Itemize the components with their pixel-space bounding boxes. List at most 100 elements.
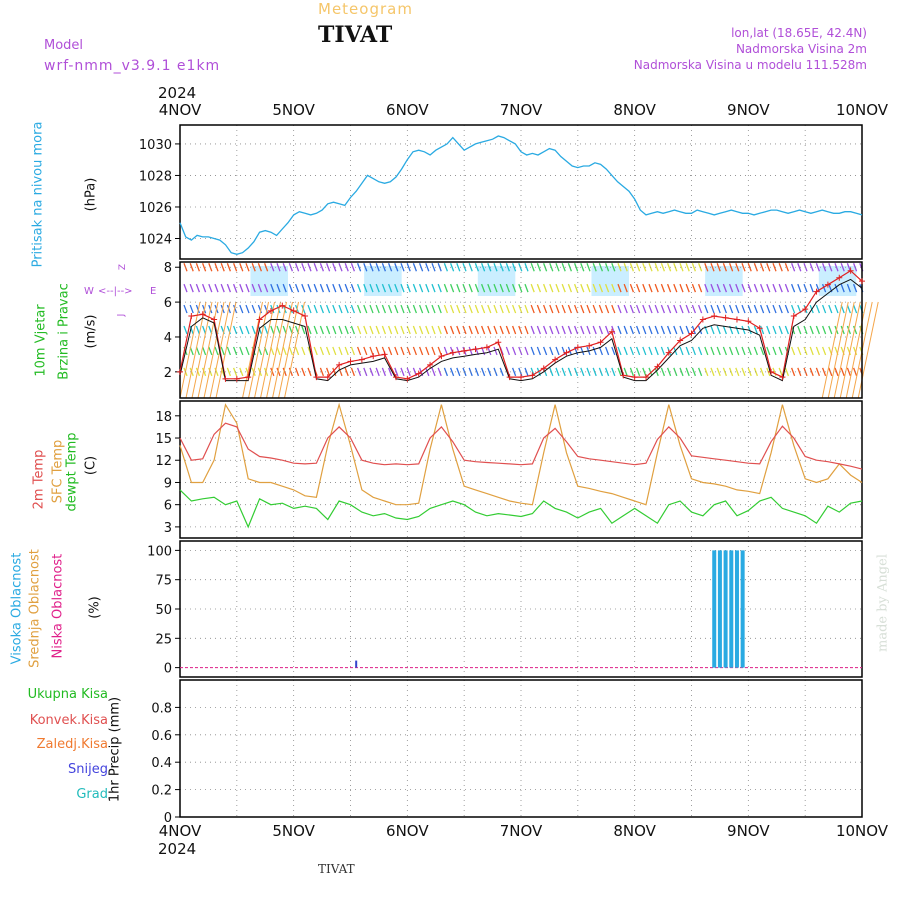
wind-barb: [480, 367, 486, 377]
wind-barb: [586, 304, 591, 314]
wind-barb: [635, 304, 641, 314]
wind-barb: [852, 304, 858, 314]
wind-barb: [561, 283, 566, 293]
wind-barb: [815, 325, 821, 335]
wind-barb: [344, 283, 349, 293]
wind-barb: [437, 304, 442, 314]
wind-barb: [536, 304, 542, 314]
wind-barb: [443, 325, 449, 335]
wind-barb: [412, 304, 418, 314]
wind-barb: [189, 304, 194, 314]
wind-barb: [666, 367, 672, 377]
gust-marker: [677, 337, 684, 344]
wind-barb: [604, 367, 610, 377]
wind-barb: [313, 283, 318, 293]
wind-barb: [567, 263, 573, 272]
wind-barb: [573, 304, 579, 314]
wind-barb: [325, 283, 331, 293]
wind-band-1: [364, 266, 402, 296]
wind-barb: [245, 283, 250, 293]
meteogram-title: Meteogram: [318, 0, 413, 18]
wind-barb: [474, 304, 480, 314]
wind-barb: [852, 325, 858, 335]
wind-barb: [437, 283, 442, 293]
wind-barb: [456, 325, 461, 335]
gust-marker: [824, 281, 831, 288]
gust-marker: [540, 365, 547, 372]
wind-barb: [214, 263, 219, 272]
wind-barb: [598, 346, 604, 356]
wind-barb: [425, 346, 430, 356]
wind-barb: [344, 346, 349, 356]
wind-barb: [549, 263, 554, 272]
wind-barb: [815, 346, 821, 356]
compass-west: W: [84, 286, 94, 297]
wind-barb: [741, 304, 746, 314]
wind-barb: [400, 304, 405, 314]
gust-marker: [768, 368, 775, 375]
wind-barb: [518, 304, 523, 314]
wind-barb: [815, 304, 821, 314]
wind-barb: [772, 283, 777, 293]
wind-barb: [784, 304, 790, 314]
gust-marker: [290, 307, 297, 314]
wind-barb: [387, 346, 393, 356]
wind-barb: [790, 367, 796, 377]
high-cloud-bar: [740, 550, 745, 668]
wind-barb: [704, 346, 709, 356]
wind-barb: [189, 283, 194, 293]
gust-marker: [574, 344, 581, 351]
wind-barb: [809, 325, 814, 335]
wind-barb: [673, 283, 678, 293]
wind-barb: [772, 325, 777, 335]
wind-barb: [251, 304, 256, 314]
wind-barb: [239, 346, 244, 356]
gust-marker: [495, 339, 502, 346]
wind-barb: [747, 346, 752, 356]
wind-barb: [431, 325, 436, 335]
wind-barb: [710, 367, 715, 377]
wind-barb: [598, 283, 604, 293]
wind-barb: [555, 346, 560, 356]
wind-barb: [263, 325, 269, 335]
wind-barb: [766, 283, 771, 293]
model-label: Model: [44, 38, 84, 53]
wind-barb: [232, 346, 238, 356]
wind-barb: [332, 346, 337, 356]
wind-barb: [431, 304, 436, 314]
x-tick-label-top: 10NOV: [836, 101, 889, 119]
gust-marker: [483, 344, 490, 351]
gust-marker: [222, 375, 229, 382]
gust-marker: [654, 363, 661, 370]
wind-barb: [530, 304, 535, 314]
wind-barb: [387, 304, 393, 314]
wind-barb: [561, 367, 566, 377]
wind-barb: [456, 346, 461, 356]
wind-barb: [586, 283, 591, 293]
wind-barb: [220, 283, 225, 293]
wind-barb: [555, 304, 560, 314]
wind-barb: [766, 304, 771, 314]
y-tick-label: 0.8: [151, 701, 172, 716]
gust-marker: [631, 374, 638, 381]
wind-barb: [549, 346, 554, 356]
wind-barb: [759, 263, 765, 272]
wind-barb: [356, 283, 362, 293]
wind-barb: [381, 367, 387, 377]
wind-barb: [697, 346, 703, 356]
wind-barb: [319, 304, 325, 314]
wind-barb: [431, 367, 436, 377]
wind-barb: [468, 283, 473, 293]
wind-barb: [617, 346, 622, 356]
wind-hatch-1: [278, 301, 300, 399]
wind-barb: [462, 367, 467, 377]
wind-barb: [623, 346, 628, 356]
wind-barb: [635, 346, 641, 356]
wind-barb: [691, 367, 697, 377]
wind-barb: [183, 304, 188, 314]
wind-barb: [728, 263, 734, 272]
wind-barb: [635, 263, 641, 272]
wind-barb: [536, 283, 542, 293]
wind-barb: [778, 325, 783, 335]
